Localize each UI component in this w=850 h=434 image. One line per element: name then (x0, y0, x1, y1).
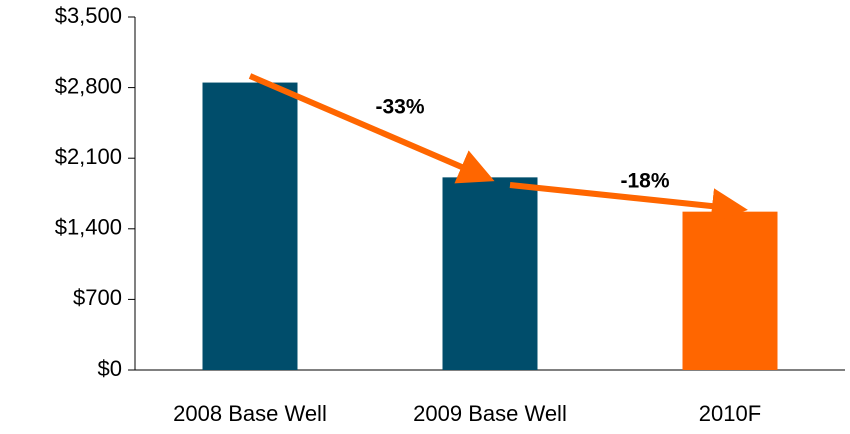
change-arrow (248, 73, 495, 184)
x-tick-label: 2009 Base Well (413, 401, 567, 426)
change-arrow (509, 182, 748, 225)
y-tick-label: $2,100 (55, 144, 122, 169)
bar (442, 177, 538, 370)
y-tick-label: $1,400 (55, 215, 122, 240)
x-tick-label: 2008 Base Well (173, 401, 327, 426)
y-tick-label: $0 (98, 356, 122, 381)
x-tick-label: 2010F (699, 401, 761, 426)
bar (682, 211, 778, 370)
y-tick-label: $2,800 (55, 73, 122, 98)
bar (202, 82, 298, 371)
change-label: -18% (620, 170, 669, 193)
y-tick-label: $700 (73, 285, 122, 310)
change-label: -33% (375, 96, 424, 119)
y-tick-label: $3,500 (55, 3, 122, 28)
